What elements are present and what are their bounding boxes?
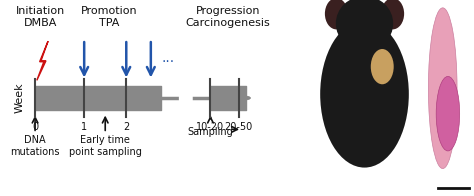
Ellipse shape xyxy=(381,0,404,29)
Text: Week: Week xyxy=(14,83,24,113)
Ellipse shape xyxy=(436,76,460,151)
Text: 0: 0 xyxy=(32,122,38,132)
Text: 1: 1 xyxy=(81,122,87,132)
Ellipse shape xyxy=(428,8,457,169)
Text: Progression
Carcinogenesis: Progression Carcinogenesis xyxy=(186,6,270,28)
Text: Promotion
TPA: Promotion TPA xyxy=(81,6,137,28)
Text: 10-20: 10-20 xyxy=(196,122,225,132)
Ellipse shape xyxy=(320,21,409,168)
Text: Initiation
DMBA: Initiation DMBA xyxy=(16,6,65,28)
Text: ...: ... xyxy=(161,51,174,65)
Text: Early time
point sampling: Early time point sampling xyxy=(69,135,142,157)
Ellipse shape xyxy=(325,0,348,29)
Text: Sampling: Sampling xyxy=(188,127,233,137)
Text: DNA
mutations: DNA mutations xyxy=(10,135,60,157)
Ellipse shape xyxy=(336,0,393,51)
Ellipse shape xyxy=(371,49,394,84)
Text: 2: 2 xyxy=(123,122,129,132)
Polygon shape xyxy=(37,41,48,80)
Text: 20-50: 20-50 xyxy=(224,122,253,132)
